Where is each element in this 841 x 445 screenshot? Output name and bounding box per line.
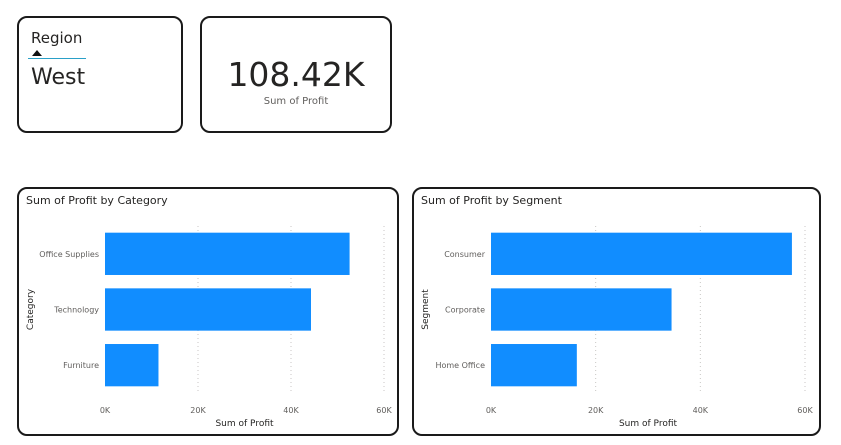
category-label: Corporate: [445, 306, 485, 315]
x-tick-label: 40K: [283, 406, 299, 415]
kpi-value: 108.42K: [227, 55, 365, 94]
bar: [105, 288, 311, 331]
chart-profit-by-segment[interactable]: Sum of Profit by Segment 0K 20K 40K 60K Cons…: [412, 187, 821, 436]
kpi-label: Sum of Profit: [263, 96, 329, 107]
kpi-card: 108.42K Sum of Profit: [200, 16, 392, 133]
category-label: Technology: [53, 306, 99, 315]
slicer-header: Region: [31, 29, 83, 47]
bar: [105, 232, 350, 275]
slicer-underline: [28, 58, 86, 59]
caret-up-icon[interactable]: [32, 50, 42, 56]
chart-title: Sum of Profit by Category: [26, 194, 168, 207]
x-tick-label: 40K: [693, 406, 709, 415]
chart-title: Sum of Profit by Segment: [421, 194, 562, 207]
x-tick-label: 0K: [100, 406, 111, 415]
category-label: Furniture: [63, 361, 99, 370]
x-tick-label: 60K: [376, 406, 392, 415]
bar: [491, 288, 672, 331]
bar: [105, 344, 159, 387]
x-tick-label: 20K: [190, 406, 206, 415]
x-tick-label: 60K: [797, 406, 813, 415]
slicer-selected-value[interactable]: West: [31, 65, 86, 90]
x-tick-label: 20K: [588, 406, 604, 415]
bar-chart-svg: 0K 20K 40K 60K Office Supplies Technology Furn…: [26, 226, 392, 429]
bar: [491, 232, 792, 275]
category-label: Home Office: [435, 361, 485, 370]
bar: [491, 344, 577, 387]
x-tick-label: 0K: [486, 406, 497, 415]
category-label: Office Supplies: [39, 250, 99, 259]
bar-chart-svg: 0K 20K 40K 60K Consumer Corporate Home Office S…: [421, 226, 813, 429]
chart-profit-by-category[interactable]: Sum of Profit by Category 0K 20K 40K 60K Off…: [17, 187, 399, 436]
y-axis-title: Segment: [421, 289, 431, 330]
x-axis-title: Sum of Profit: [619, 419, 678, 429]
category-label: Consumer: [444, 250, 486, 259]
region-slicer[interactable]: Region West: [17, 16, 183, 133]
x-axis-title: Sum of Profit: [215, 419, 274, 429]
y-axis-title: Category: [26, 288, 36, 330]
